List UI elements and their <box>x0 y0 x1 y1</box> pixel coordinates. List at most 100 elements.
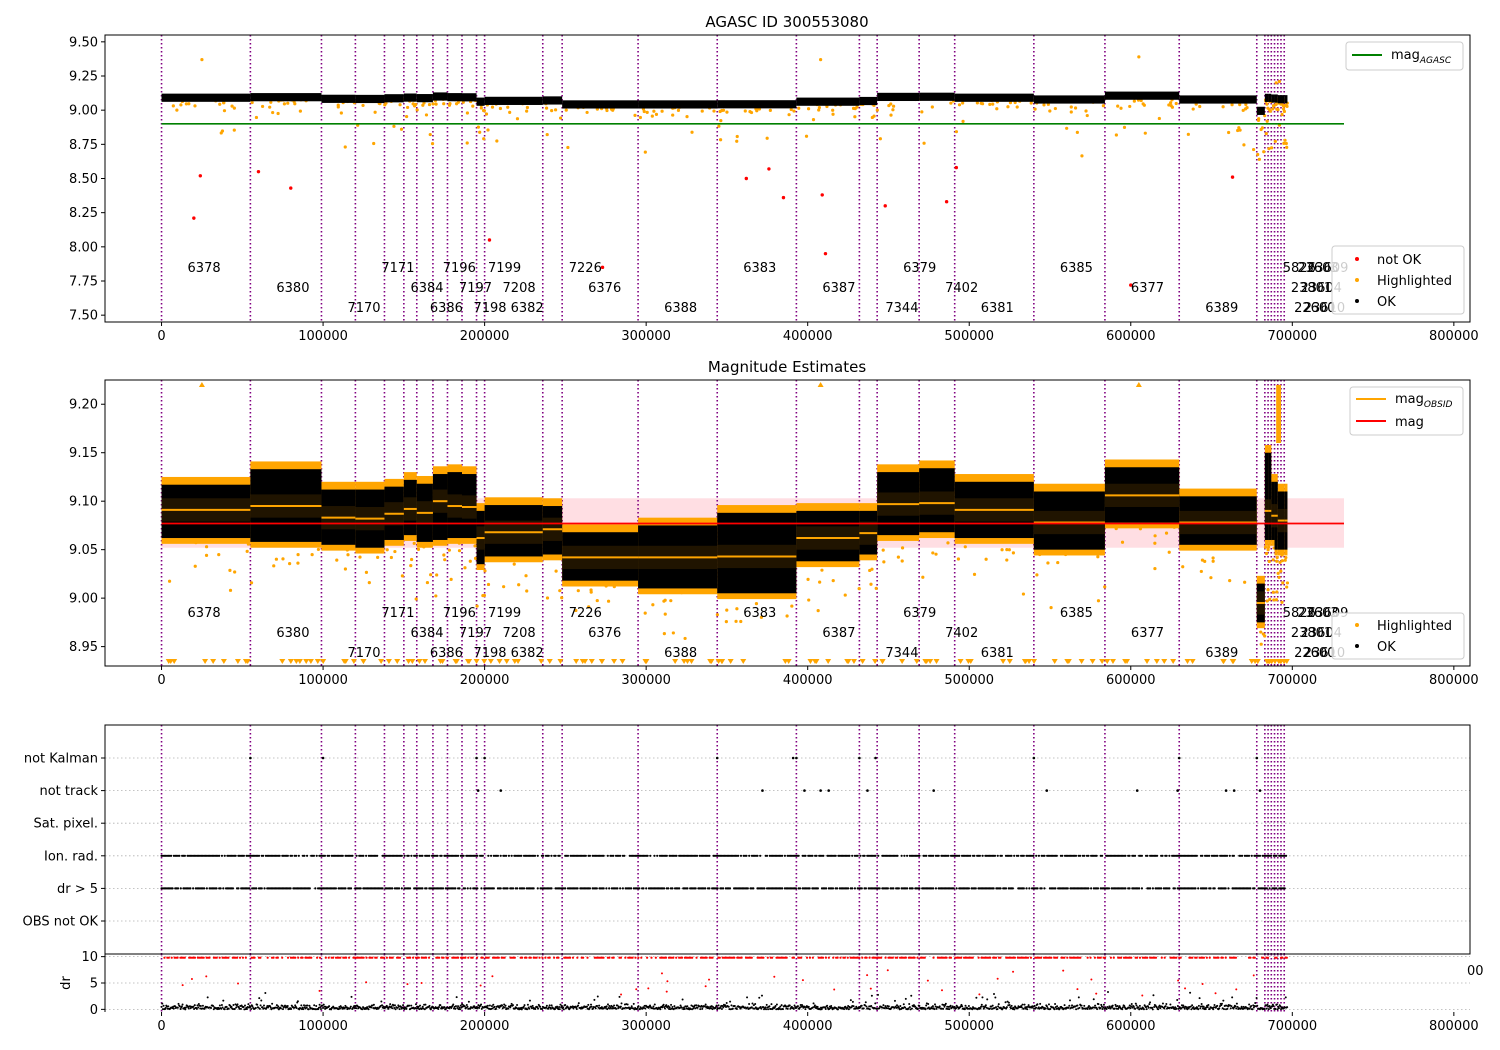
p4-dr-point <box>1105 1008 1108 1011</box>
p4-clipped-point <box>811 956 814 959</box>
p4-clipped-point <box>1214 992 1217 995</box>
p3-flag-point <box>334 887 338 890</box>
p2-clipped-marker <box>487 659 494 664</box>
p4-dr-point <box>556 1005 559 1008</box>
panel1-plot: 6378638071707171638463867196719771987199… <box>160 35 1348 322</box>
p3-flag-point <box>678 887 681 890</box>
p4-dr-point <box>286 1004 289 1007</box>
p1-notok-point <box>820 193 824 197</box>
p4-clipped-point <box>1281 956 1284 959</box>
p4-dr-point <box>1114 1003 1117 1006</box>
p4-clipped-point <box>481 956 484 959</box>
p4-clipped-point <box>1056 956 1059 959</box>
p2-highlighted-point <box>434 594 438 598</box>
p3-flag-point <box>410 854 413 857</box>
p3-flag-point <box>662 887 666 890</box>
p4-clipped-point <box>176 956 179 959</box>
p4-dr-point <box>454 1007 457 1010</box>
p1-highlighted-point <box>1191 107 1195 111</box>
p2-highlighted-point <box>1056 560 1060 565</box>
p4-dr-point <box>729 1000 732 1003</box>
p2-clipped-marker <box>439 659 446 664</box>
p3-flag-point <box>576 887 579 890</box>
p2-clipped-marker <box>210 659 217 664</box>
p1-ok-band <box>447 93 462 102</box>
p2-highlighted-point <box>245 549 249 553</box>
p4-dr-point <box>503 1003 506 1006</box>
p4-dr-point <box>1207 1004 1210 1007</box>
p4-dr-point <box>1111 1006 1114 1009</box>
p4-dr-point <box>260 999 263 1002</box>
p4-dr-point <box>493 1005 496 1008</box>
p3-flag-point <box>602 887 605 890</box>
p2-clipped-marker <box>782 659 789 664</box>
p1-highlighted-point <box>654 112 659 116</box>
panel2-frame <box>104 379 1471 667</box>
p4-dr-point <box>792 1007 795 1010</box>
p4-dr-point <box>596 995 599 998</box>
p3-flag-point <box>795 756 798 760</box>
p4-dr-point <box>239 1007 242 1010</box>
p4-clipped-point <box>1208 956 1211 959</box>
p2-highlighted-point <box>662 631 666 636</box>
p4-dr-point <box>782 1008 785 1011</box>
p2-highlighted-point <box>874 586 878 590</box>
p4-dr-point <box>503 1006 506 1009</box>
p4-clipped-point <box>740 956 743 959</box>
p4-dr-point <box>197 1003 200 1006</box>
p4-clipped-point <box>503 956 506 959</box>
p4-clipped-point <box>869 987 872 990</box>
p3-flag-point <box>550 887 553 890</box>
p2-highlighted-point <box>167 579 172 583</box>
p4-clipped-point <box>805 956 809 959</box>
p4-dr-point <box>465 1003 468 1006</box>
p2-highlighted-point <box>881 548 885 552</box>
p4-xtick-label: 400000 <box>783 1019 833 1034</box>
p2-highlighted-point <box>1271 590 1275 594</box>
p4-dr-point <box>701 1007 704 1010</box>
p3-flag-point <box>1128 887 1131 890</box>
p4-clipped-point <box>1079 956 1082 959</box>
p4-dr-point <box>1189 991 1192 994</box>
p4-dr-point <box>852 1005 855 1008</box>
p2-clipped-marker <box>845 659 852 664</box>
p4-dr-point <box>1277 1007 1280 1010</box>
panel4-clipped-tick: 00 <box>1467 964 1484 979</box>
legend-agasc-label: magAGASC <box>1391 48 1452 66</box>
p3-flag-point <box>694 887 697 890</box>
p4-dr-point <box>1063 1004 1066 1007</box>
p2-clipped-marker <box>1078 659 1085 664</box>
p4-dr-point <box>523 1004 526 1007</box>
p4-dr-point <box>594 1007 597 1010</box>
legend-notok-marker <box>1355 257 1359 261</box>
p2-clipped-marker <box>599 659 606 664</box>
p3-flag-point <box>848 854 851 857</box>
p3-flag-point <box>349 887 353 890</box>
p2-highlighted-point <box>831 579 835 583</box>
p3-flag-point <box>376 854 379 857</box>
p3-flag-point <box>630 887 633 890</box>
p3-flag-point <box>1028 887 1031 890</box>
p1-highlighted-point <box>268 105 272 109</box>
p2-highlighted-point <box>725 608 729 612</box>
p4-dr-point <box>620 1002 623 1005</box>
p1-ok-band <box>1274 94 1278 103</box>
p4-dr-point <box>596 1004 599 1007</box>
p2-clipped-marker <box>1220 659 1227 664</box>
p2-clipped-marker <box>481 659 488 664</box>
p4-dr-point <box>1135 1004 1138 1007</box>
p4-dr-point <box>236 1003 239 1006</box>
p3-flag-point <box>1247 854 1251 857</box>
p4-dr-point <box>361 1008 364 1011</box>
p4-clipped-point <box>771 956 774 959</box>
p2-clipped-marker <box>496 659 503 664</box>
p4-dr-point <box>302 1008 305 1011</box>
p1-highlighted-point <box>922 141 926 145</box>
p3-flag-point <box>1250 854 1253 857</box>
p4-dr-point <box>308 1004 311 1007</box>
p4-clipped-point <box>244 956 247 959</box>
p4-dr-point <box>862 1007 865 1010</box>
p1-ok-band <box>562 100 639 109</box>
p2-highlighted-point <box>1114 526 1118 531</box>
p1-highlighted-point <box>1137 55 1141 59</box>
